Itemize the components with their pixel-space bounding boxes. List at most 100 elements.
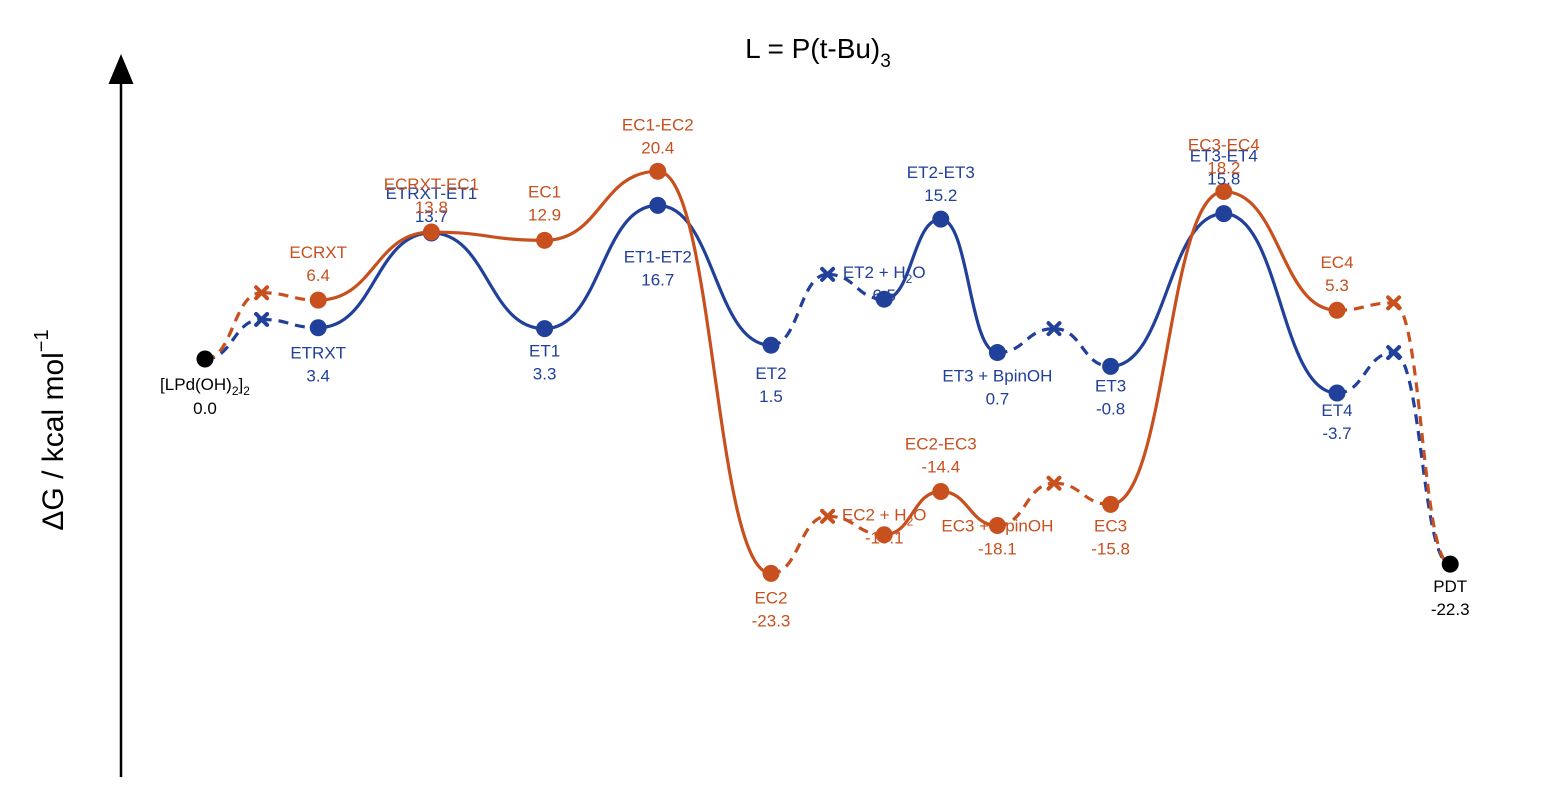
- et-curve-segment: [657, 203, 772, 347]
- ec-point-value: -19.1: [865, 529, 904, 548]
- et-point-value: 3.4: [306, 367, 330, 386]
- et-point-label: ET2-ET3: [907, 163, 975, 182]
- end-point: [1441, 555, 1459, 573]
- ec-curve-segment: [1110, 189, 1225, 506]
- ec-curve-segment: [544, 169, 658, 242]
- et-point-value: -0.8: [1096, 399, 1125, 418]
- et-point-value: 16.7: [641, 270, 674, 289]
- ec-point-label: EC2 + H2O: [842, 506, 927, 529]
- ec-point-value: 18.2: [1207, 159, 1240, 178]
- et-cross-marker: [1046, 321, 1062, 337]
- et-point-value: 13.7: [415, 207, 448, 226]
- ec-curve-segment: [431, 230, 545, 242]
- ec-point-label: EC3: [1094, 516, 1127, 535]
- ec-curve-segment: [261, 291, 319, 302]
- et-cross-marker: [820, 266, 836, 282]
- ec-point-value: -18.1: [978, 540, 1017, 559]
- label-layer: ETRXT 3.4 ETRXT-ET1 13.7 ET1 3.3 ET1-ET2 16.7 ET…: [160, 115, 1470, 630]
- et-point: [1102, 357, 1120, 375]
- ec-point: [988, 517, 1006, 535]
- et-point: [1215, 205, 1233, 223]
- et-point-value: 15.2: [924, 186, 957, 205]
- et-point-label: ET3 + BpinOH: [942, 367, 1052, 386]
- et-curve-segment: [204, 317, 262, 361]
- ec-point-label: EC4: [1320, 253, 1353, 272]
- et-point-label: ETRXT: [290, 344, 346, 363]
- ec-curve-segment: [204, 291, 262, 361]
- et-curve-segment: [1110, 212, 1224, 368]
- et-point: [649, 196, 667, 214]
- ec-curve-segment: [1336, 301, 1394, 312]
- et-curve-segment: [940, 217, 998, 355]
- et-point-label: ET3: [1095, 376, 1126, 395]
- et-curve-segment: [1393, 350, 1451, 566]
- et-point-label: ET1: [529, 342, 560, 361]
- marker-layer: [196, 162, 1459, 582]
- ec-point-label: EC3 + BpinOH: [941, 517, 1053, 536]
- ec-point-label: EC2: [754, 588, 787, 607]
- et-curve-segment: [770, 272, 828, 347]
- et-curve-segment: [883, 217, 942, 301]
- ec-point: [1215, 183, 1233, 201]
- ec-cross-marker: [1046, 475, 1062, 491]
- curve-layer: [204, 169, 1451, 575]
- chart-title: L = P(t-Bu)3: [745, 33, 891, 72]
- et-curve-segment: [318, 231, 432, 330]
- et-point-label: ETRXT-ET1: [386, 184, 478, 203]
- ec-point-label: ECRXT: [289, 243, 347, 262]
- et-point-value: 15.8: [1207, 170, 1240, 189]
- ec-point-label: EC1-EC2: [622, 115, 694, 134]
- et-point-value: 6.5: [872, 286, 896, 305]
- ec-curve-segment: [1053, 481, 1111, 506]
- ec-point-value: 5.3: [1325, 276, 1349, 295]
- ec-point: [649, 162, 667, 180]
- start-point: [196, 350, 214, 368]
- ec-point-value: -23.3: [752, 611, 791, 630]
- ec-point: [762, 564, 780, 582]
- ec-curve-segment: [657, 169, 772, 575]
- start-point-label: [LPd(OH)2]2: [160, 375, 250, 398]
- ec-point-value: 6.4: [306, 266, 330, 285]
- end-point-label: PDT: [1433, 577, 1467, 596]
- ec-cross-marker: [254, 285, 270, 301]
- end-point-value: -22.3: [1431, 600, 1470, 619]
- y-axis-label: ΔG / kcal mol−1: [31, 329, 70, 530]
- et-point-value: 0.7: [986, 390, 1010, 409]
- ec-point: [1102, 495, 1120, 513]
- ec-curve-segment: [1392, 301, 1451, 566]
- et-curve-segment: [261, 317, 319, 330]
- ec-point-label: EC2-EC3: [905, 434, 977, 453]
- ec-curve-segment: [318, 230, 432, 302]
- ec-point-label: ECRXT-EC1: [384, 175, 479, 194]
- et-point: [988, 344, 1006, 362]
- ec-cross-marker: [1386, 295, 1402, 311]
- et-curve-segment: [1223, 212, 1338, 395]
- ec-point: [309, 291, 327, 309]
- ec-point-value: 20.4: [641, 138, 674, 157]
- et-point-label: ET3-ET4: [1190, 147, 1258, 166]
- et-curve-segment: [431, 231, 545, 331]
- ec-point: [932, 482, 950, 500]
- et-point-label: ET1-ET2: [624, 247, 692, 266]
- et-point-value: 3.3: [533, 365, 557, 384]
- ec-curve-segment: [770, 514, 828, 575]
- start-point-value: 0.0: [193, 399, 217, 418]
- et-point-value: -3.7: [1322, 424, 1351, 443]
- et-point: [1328, 384, 1346, 402]
- et-point-label: ET2: [755, 364, 786, 383]
- et-point: [875, 290, 893, 308]
- et-point-label: ET2 + H2O: [843, 263, 926, 286]
- ec-point-value: 12.9: [528, 205, 561, 224]
- ec-point-label: EC1: [528, 182, 561, 201]
- ec-point-label: EC3-EC4: [1188, 136, 1260, 155]
- et-point: [762, 336, 780, 354]
- et-point-value: 1.5: [759, 387, 783, 406]
- et-point: [309, 319, 327, 337]
- ec-point-value: 13.8: [415, 198, 448, 217]
- ec-point: [1328, 301, 1346, 319]
- ec-curve-segment: [1223, 189, 1338, 312]
- et-point-label: ET4: [1321, 401, 1352, 420]
- ec-point-value: -15.8: [1091, 539, 1130, 558]
- et-curve-segment: [544, 203, 658, 331]
